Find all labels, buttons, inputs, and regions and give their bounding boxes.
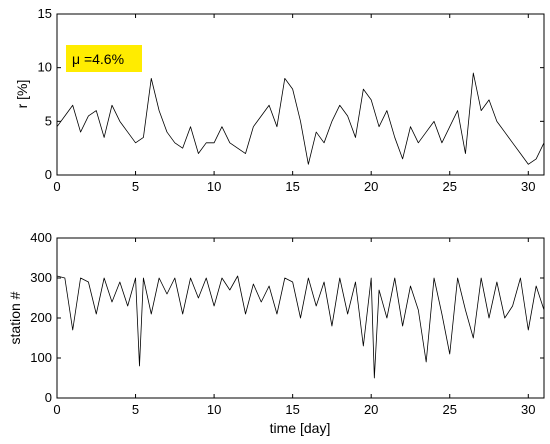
top-x-tick-label: 10	[207, 179, 221, 194]
top-y-tick-label: 5	[45, 113, 52, 128]
bottom-x-tick-label: 10	[207, 402, 221, 417]
bottom-y-tick-label: 0	[45, 390, 52, 405]
bottom-y-tick-label: 400	[30, 230, 52, 245]
top-x-ticks: 0 5 10 15 20 25 30	[53, 14, 536, 194]
bottom-x-tick-label: 25	[443, 402, 457, 417]
bottom-x-tick-label: 15	[285, 402, 299, 417]
top-x-tick-label: 20	[364, 179, 378, 194]
top-x-tick-label: 5	[132, 179, 139, 194]
mu-annotation-box	[66, 45, 142, 72]
bottom-x-axis-label: time [day]	[270, 420, 331, 436]
top-y-tick-label: 0	[45, 167, 52, 182]
mu-annotation-text: μ =4.6%	[72, 51, 124, 67]
bottom-x-tick-label: 20	[364, 402, 378, 417]
bottom-y-tick-label: 300	[30, 270, 52, 285]
mu-annotation: μ =4.6%	[66, 45, 142, 72]
top-plot-frame	[56, 13, 545, 176]
bottom-y-ticks: 0 100 200 300 400	[30, 230, 544, 405]
top-x-tick-label: 30	[521, 179, 535, 194]
bottom-series-line	[56, 275, 545, 379]
top-y-tick-label: 10	[38, 60, 52, 75]
top-x-tick-label: 15	[285, 179, 299, 194]
top-y-tick-label: 15	[38, 6, 52, 21]
bottom-y-tick-label: 100	[30, 350, 52, 365]
bottom-x-ticks: 0 5 10 15 20 25 30	[53, 238, 536, 417]
bottom-x-tick-label: 5	[132, 402, 139, 417]
bottom-x-tick-label: 30	[521, 402, 535, 417]
bottom-panel: 0 5 10 15 20 25 30 0 100 200 300 400 station # tim…	[7, 230, 545, 436]
bottom-y-tick-label: 200	[30, 310, 52, 325]
top-y-axis-label: r [%]	[14, 80, 30, 109]
bottom-x-tick-label: 0	[53, 402, 60, 417]
top-x-tick-label: 0	[53, 179, 60, 194]
top-panel: 0 5 10 15 20 25 30 0 5 10 15 μ =4.6% r [%]	[14, 6, 545, 194]
bottom-y-axis-label: station #	[7, 291, 23, 344]
top-x-tick-label: 25	[443, 179, 457, 194]
top-series-line	[56, 72, 545, 165]
top-y-ticks: 0 5 10 15	[38, 6, 544, 182]
